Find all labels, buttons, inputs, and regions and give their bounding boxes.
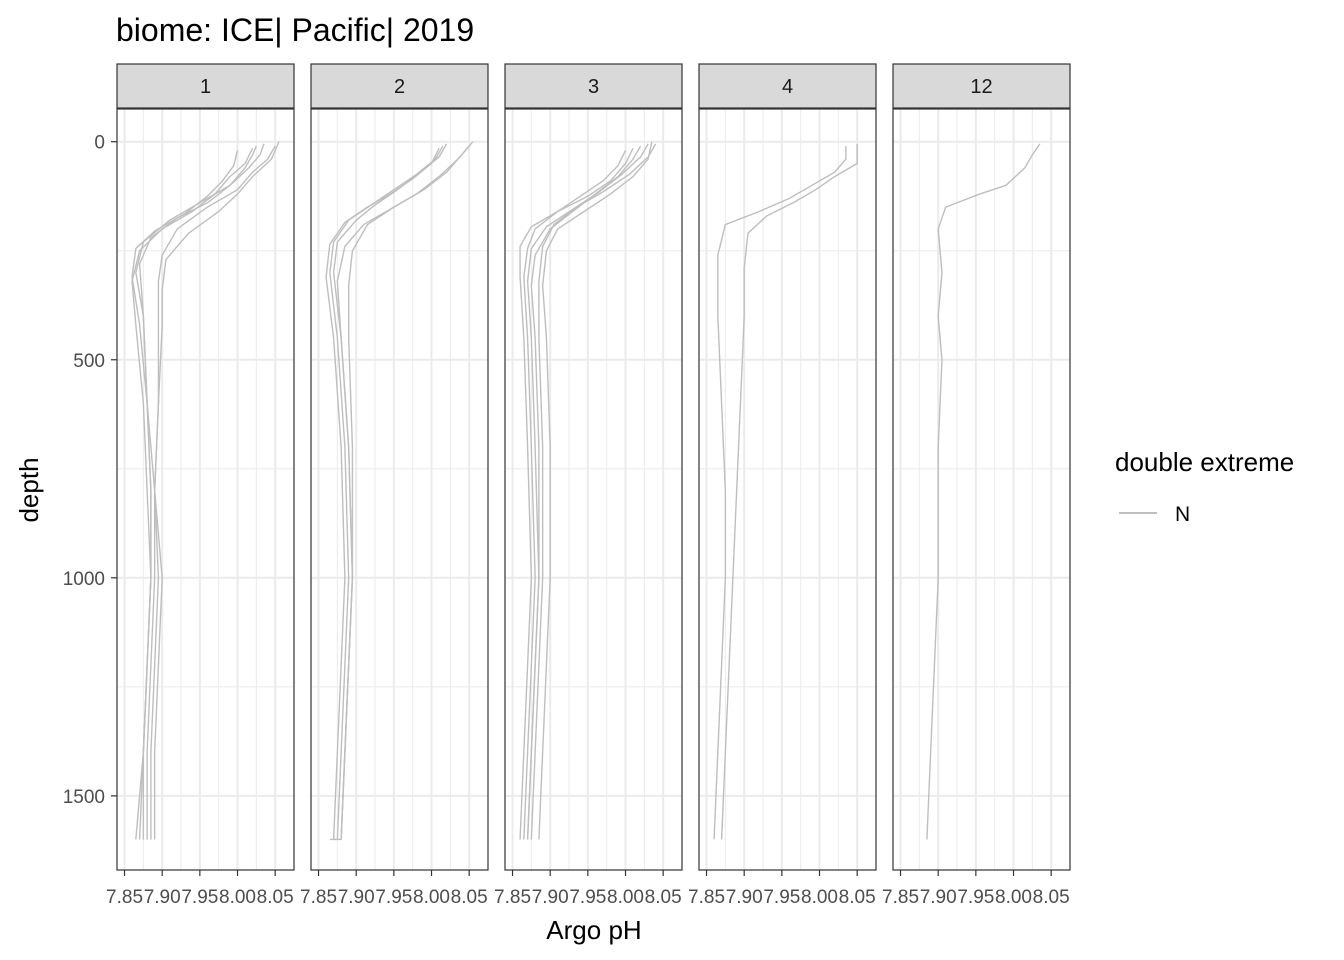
- profile-line: [325, 147, 440, 841]
- x-tick-label: 7.95: [375, 887, 412, 908]
- profile-line: [926, 143, 1041, 840]
- x-tick-label: 7.85: [300, 887, 337, 908]
- profile-line: [131, 150, 239, 840]
- x-tick-label: 7.90: [338, 887, 375, 908]
- facet-strip-label: 4: [782, 76, 793, 98]
- panel-border: [310, 108, 489, 871]
- profile-line: [526, 143, 649, 840]
- facet-strip-label: 2: [394, 76, 405, 98]
- profile-line: [519, 147, 634, 840]
- x-tick-label: 7.85: [882, 887, 919, 908]
- chart-title: biome: ICE| Pacific| 2019: [116, 12, 474, 48]
- facet-panel: 2 7.85 7.90 7.95 8.00 8.05: [300, 63, 489, 908]
- legend: double extreme N: [1115, 447, 1294, 526]
- facet-strip-label: 3: [588, 76, 599, 98]
- facet-strip-label: 12: [970, 76, 992, 98]
- facet-panel: 3 7.85 7.90 7.95 8.00 8.05: [494, 63, 683, 908]
- x-tick-label: 7.95: [763, 887, 800, 908]
- legend-title: double extreme: [1115, 447, 1294, 477]
- panel-border: [116, 108, 295, 871]
- x-tick-label: 8.05: [645, 887, 682, 908]
- x-tick-label: 8.00: [801, 887, 838, 908]
- panel-background: [699, 109, 876, 870]
- panel-border: [504, 108, 683, 871]
- profile-line: [720, 143, 858, 840]
- panel-background: [505, 109, 682, 870]
- facet-panel: 1 7.85 7.90 7.95 8.00 8.05: [106, 63, 295, 908]
- x-tick-label: 7.95: [181, 887, 218, 908]
- facet-strip: [310, 63, 489, 109]
- panel-border: [892, 108, 1071, 871]
- x-tick-label: 8.00: [607, 887, 644, 908]
- facet-strip: [698, 63, 877, 109]
- x-tick-label: 7.90: [532, 887, 569, 908]
- panel-background: [311, 109, 488, 870]
- facet-strip: [116, 63, 295, 109]
- facet-panel: 4 7.85 7.90 7.95 8.00 8.05: [688, 63, 877, 908]
- facet-strip: [892, 63, 1071, 109]
- profile-line: [713, 146, 847, 840]
- facet-strip: [504, 63, 683, 109]
- y-tick-label: 1000: [63, 569, 105, 590]
- x-tick-label: 8.00: [995, 887, 1032, 908]
- y-tick-label: 1500: [63, 787, 105, 808]
- x-tick-label: 7.90: [144, 887, 181, 908]
- profile-line: [523, 150, 627, 840]
- x-tick-label: 8.00: [219, 887, 256, 908]
- x-tick-label: 8.05: [839, 887, 876, 908]
- profile-line: [336, 145, 470, 840]
- y-tick-label: 500: [73, 351, 105, 372]
- x-tick-label: 7.85: [494, 887, 531, 908]
- y-axis-title: depth: [14, 457, 44, 522]
- panel-background: [893, 109, 1070, 870]
- panel-border: [698, 108, 877, 871]
- y-tick-label: 0: [94, 133, 105, 154]
- x-tick-label: 8.05: [257, 887, 294, 908]
- profile-line: [530, 143, 657, 840]
- x-tick-label: 7.95: [957, 887, 994, 908]
- x-tick-label: 8.05: [451, 887, 488, 908]
- x-tick-label: 7.90: [726, 887, 763, 908]
- x-tick-label: 7.85: [106, 887, 143, 908]
- y-axis: 0 500 1000 1500: [63, 133, 117, 808]
- legend-label: N: [1175, 503, 1190, 526]
- x-tick-label: 7.95: [569, 887, 606, 908]
- x-tick-label: 8.00: [413, 887, 450, 908]
- profile-line: [538, 141, 653, 840]
- x-tick-label: 7.85: [688, 887, 725, 908]
- facet-panel: 12 7.85 7.90 7.95 8.00 8.05: [882, 63, 1071, 908]
- profile-line: [150, 145, 276, 840]
- x-tick-label: 8.05: [1033, 887, 1070, 908]
- profile-line: [153, 141, 280, 840]
- x-axis-title: Argo pH: [546, 915, 641, 945]
- profile-line: [329, 145, 444, 841]
- x-tick-label: 7.90: [920, 887, 957, 908]
- facet-strip-label: 1: [200, 76, 211, 98]
- profile-line: [138, 143, 265, 840]
